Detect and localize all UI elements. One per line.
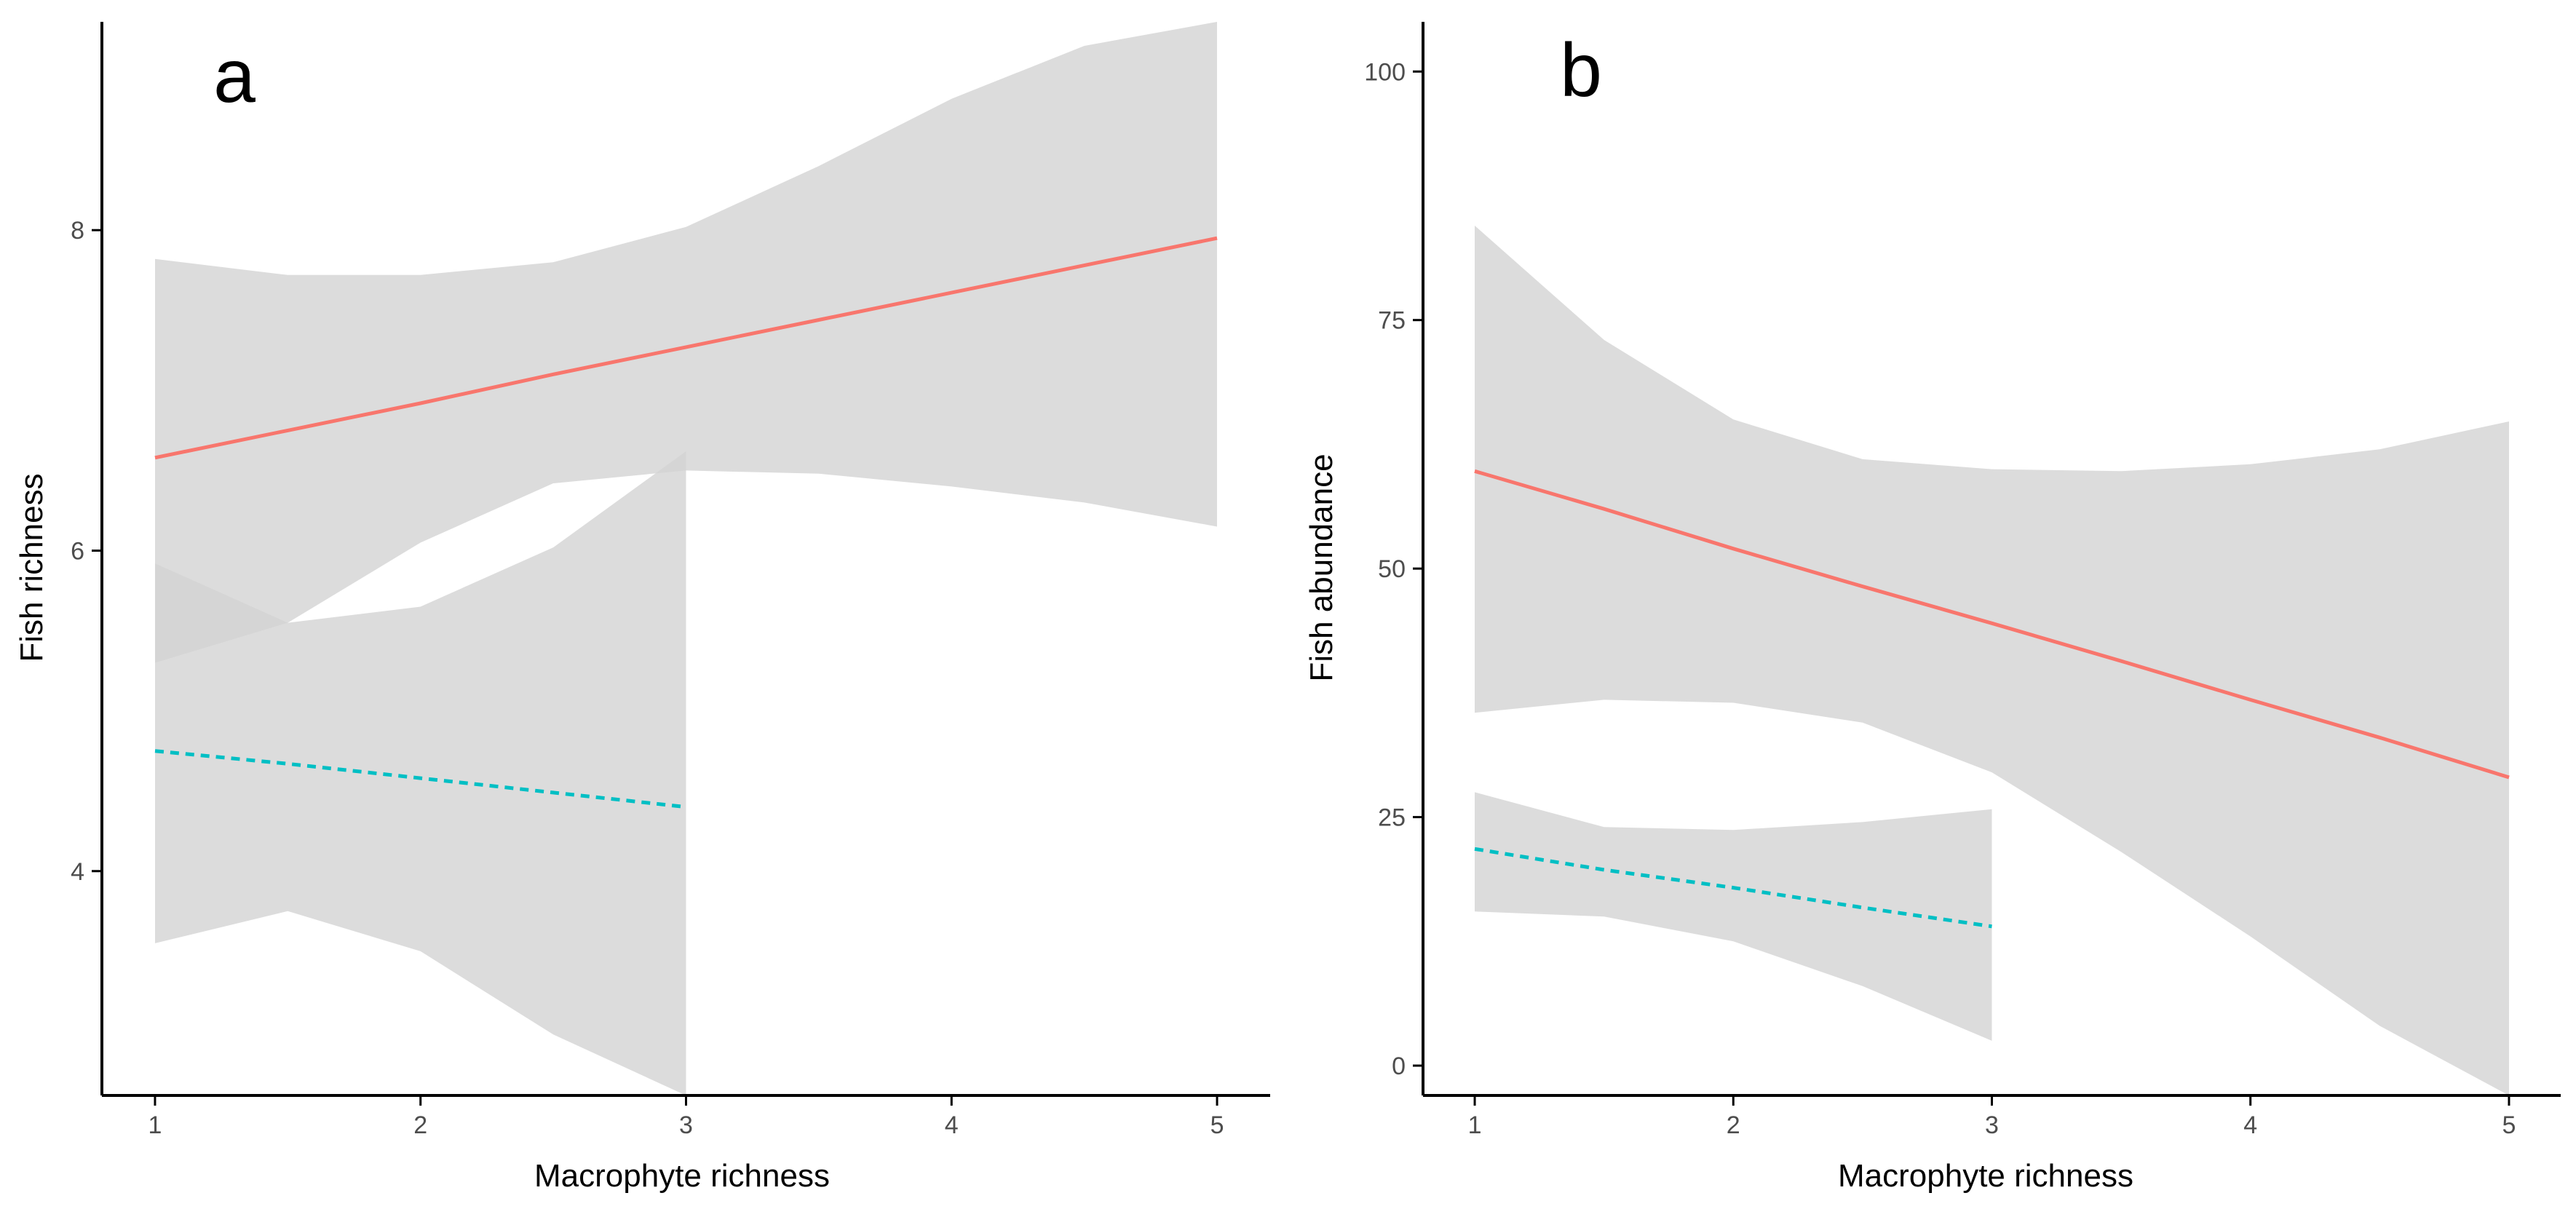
panel-b-x-axis-title: Macrophyte richness bbox=[1838, 1158, 2133, 1194]
panel-a-x-tick-label: 5 bbox=[1210, 1111, 1224, 1139]
panel-b-x-tick-label: 3 bbox=[1985, 1111, 1999, 1139]
panel-a-line-group-dashed bbox=[154, 749, 686, 809]
panel-a-x-tick-label: 1 bbox=[148, 1111, 162, 1139]
panel-a-x-tick-label: 2 bbox=[413, 1111, 427, 1139]
panel-b-x-tick-label: 4 bbox=[2243, 1111, 2257, 1139]
panel-b-confidence-band-group-solid bbox=[1475, 226, 2509, 1095]
panel-a-x-axis-title: Macrophyte richness bbox=[534, 1158, 830, 1194]
panel-a-confidence-band-group-solid bbox=[155, 22, 1217, 663]
panel-a-y-tick-label: 4 bbox=[71, 858, 84, 886]
panel-b-y-tick-label: 50 bbox=[1378, 555, 1406, 583]
panel-b-line-group-dashed bbox=[1474, 847, 1992, 929]
panel-b-label: b bbox=[1560, 28, 1602, 113]
panel-b-y-tick-label: 25 bbox=[1378, 804, 1406, 832]
panel-b-x-tick-label: 1 bbox=[1468, 1111, 1482, 1139]
panel-a-y-axis-title: Fish richness bbox=[14, 473, 49, 662]
panel-a-label: a bbox=[213, 34, 255, 119]
panel-a-ticks: 1 2 3 4 5 4 6 8 bbox=[71, 217, 1224, 1139]
panel-b-x-tick-label: 2 bbox=[1727, 1111, 1740, 1139]
panel-a-ribbons bbox=[155, 22, 1217, 1095]
panel-b-y-tick-label: 100 bbox=[1364, 58, 1406, 86]
panel-b-y-tick-label: 0 bbox=[1392, 1053, 1406, 1080]
panel-b-confidence-band-group-dashed bbox=[1475, 792, 1992, 1041]
panel-a-y-tick-label: 8 bbox=[71, 217, 84, 245]
panel-b-line-group-solid bbox=[1474, 469, 2510, 780]
panel-b-lines bbox=[1474, 469, 2510, 929]
panel-b-y-axis-title: Fish abundance bbox=[1304, 453, 1339, 681]
panel-a-x-tick-label: 4 bbox=[945, 1111, 959, 1139]
panel-a-line-group-solid bbox=[154, 236, 1218, 460]
panel-b-ribbons bbox=[1475, 226, 2509, 1095]
panel-b-x-tick-label: 5 bbox=[2502, 1111, 2516, 1139]
panel-a-y-tick-label: 6 bbox=[71, 537, 84, 565]
panel-a: 1 2 3 4 5 4 6 8 Macrophyte richness Fish richne… bbox=[14, 22, 1270, 1194]
panel-a-confidence-band-group-dashed bbox=[155, 451, 686, 1095]
panel-a-lines bbox=[154, 236, 1218, 809]
panel-a-x-tick-label: 3 bbox=[679, 1111, 693, 1139]
panel-b-y-tick-label: 75 bbox=[1378, 307, 1406, 335]
